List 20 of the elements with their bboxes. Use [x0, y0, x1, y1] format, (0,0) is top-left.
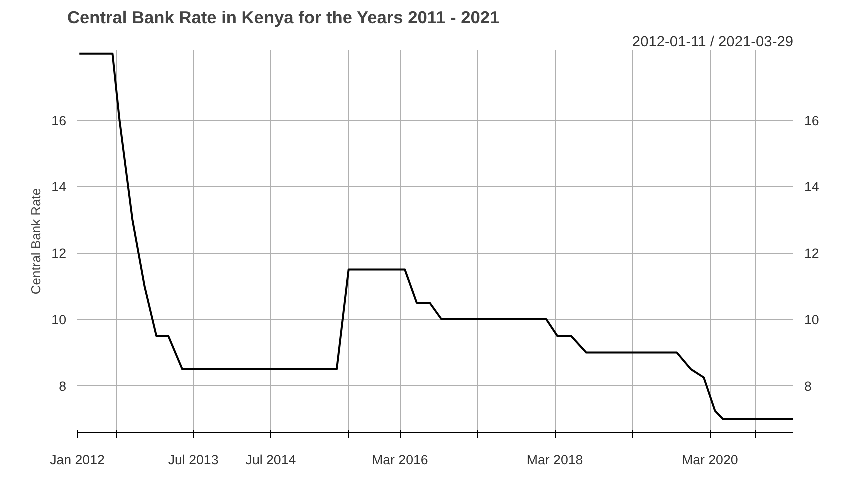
y2-tick-label: 8 — [804, 378, 812, 394]
x-tick-label: Jul 2013 — [168, 452, 219, 468]
y-tick-label: 16 — [52, 113, 67, 128]
chart-title: Central Bank Rate in Kenya for the Years 2011 - 2021 — [68, 8, 500, 28]
line-series — [78, 52, 794, 420]
y-tick-label: 14 — [52, 180, 68, 195]
x-tick-label: Mar 2018 — [526, 452, 584, 468]
y-tick-label: 8 — [59, 378, 67, 394]
x-tick-label: Mar 2016 — [372, 452, 428, 468]
x-tick-label: Jul 2014 — [246, 452, 297, 468]
y-axis-title: Central Bank Rate — [28, 188, 44, 295]
chart-subtitle: 2012-01-11 / 2021-03-29 — [632, 34, 794, 50]
y-tick-label: 12 — [52, 246, 67, 262]
y-tick-label: 10 — [52, 312, 67, 328]
x-tick-label: Mar 2020 — [682, 452, 738, 468]
y2-tick-label: 16 — [804, 113, 820, 128]
y2-tick-label: 14 — [804, 180, 820, 195]
x-tick-label: Jan 2012 — [50, 452, 105, 468]
y2-tick-label: 10 — [804, 312, 820, 328]
y2-tick-label: 12 — [804, 246, 820, 262]
